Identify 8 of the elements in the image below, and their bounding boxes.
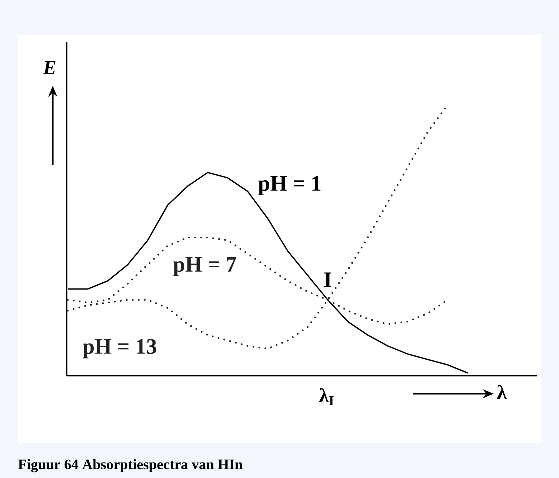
series-label: pH = 1 [258, 176, 321, 196]
text: λ$_{I}$ [319, 388, 334, 406]
text: Figuur 64 Absorptiespectra van HIn [18, 459, 243, 473]
x-axis-title: λ [497, 384, 507, 399]
y-axis-title: E [43, 61, 56, 75]
series-label: pH = 13 [82, 339, 157, 359]
annotation: I [324, 272, 332, 288]
series-label: pH = 7 [173, 257, 236, 276]
